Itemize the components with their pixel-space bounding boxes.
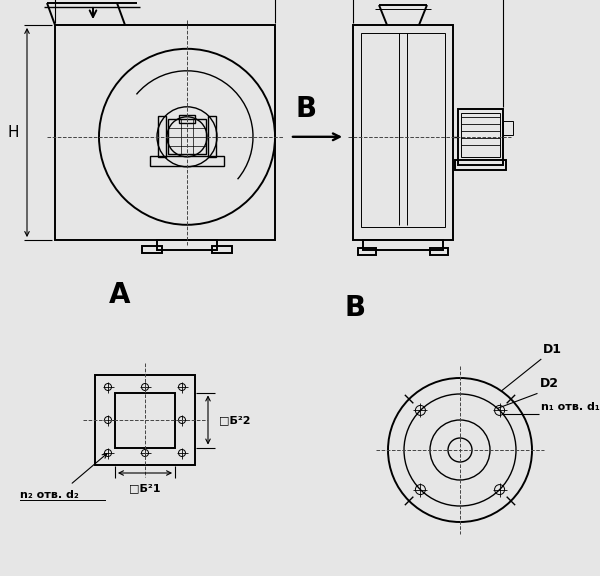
Bar [95,375,195,465]
Bar [55,25,275,240]
Bar [142,246,162,253]
Text: n₂ отв. d₂: n₂ отв. d₂ [20,490,79,500]
Bar [458,109,503,165]
Text: n₁ отв. d₁: n₁ отв. d₁ [541,402,599,412]
Text: □Б²1: □Б²1 [129,483,161,493]
Bar [157,240,217,250]
Text: H: H [7,125,19,140]
Bar [115,392,175,448]
Bar [358,248,376,255]
Text: D1: D1 [543,343,562,356]
Text: A: A [109,281,131,309]
Text: D2: D2 [539,377,559,391]
Bar [363,240,443,250]
Text: B: B [344,294,365,322]
Bar [208,116,216,157]
Bar [168,119,206,154]
Bar [430,248,448,255]
Bar [150,156,224,166]
Text: B: B [295,95,316,123]
Bar [361,33,445,227]
Text: A: A [98,0,119,1]
Bar [158,116,166,157]
Bar [455,160,506,170]
Bar [212,246,232,253]
Bar [503,121,513,135]
Bar [353,25,453,240]
Bar [461,113,500,157]
Bar [179,115,195,123]
Text: □Б²2: □Б²2 [219,415,251,425]
